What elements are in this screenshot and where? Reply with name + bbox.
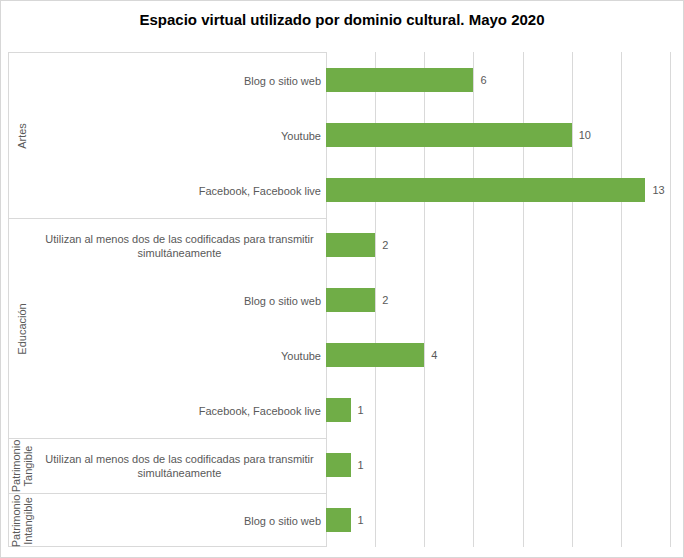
data-label: 2 (382, 233, 388, 257)
category-labels: Blog o sitio webYoutubeFacebook, Faceboo… (35, 53, 326, 218)
category-label: Utilizan al menos dos de las codificadas… (35, 219, 326, 274)
group-row: PatrimonioTangibleUtilizan al menos dos … (9, 438, 326, 493)
group-row: Educación Utilizan al menos dos de las co… (9, 218, 326, 438)
category-label: Blog o sitio web (35, 53, 326, 108)
category-label: Youtube (35, 108, 326, 163)
category-axis: ArtesBlog o sitio webYoutubeFacebook, Fa… (8, 52, 326, 547)
plot-area: 6 10 13 2 2 4 1 1 1 (326, 52, 678, 547)
category-labels: Blog o sitio web (35, 494, 326, 548)
category-label: Blog o sitio web (35, 494, 326, 548)
category-label: Utilizan al menos dos de las codificadas… (35, 439, 326, 493)
group-label-cell: Artes (9, 53, 35, 218)
group-row: Artes Blog o sitio webYoutubeFacebook, Fa… (9, 53, 326, 218)
group-label-cell: Educación (9, 219, 35, 438)
bar (326, 343, 424, 367)
category-label: Youtube (35, 329, 326, 384)
data-label: 6 (480, 68, 486, 92)
group-label: PatrimonioIntangible (10, 495, 34, 548)
gridline (670, 52, 671, 547)
data-label: 1 (358, 508, 364, 532)
gridline (621, 52, 622, 547)
bar (326, 123, 572, 147)
chart-title: Espacio virtual utilizado por dominio cu… (1, 11, 683, 28)
data-label: 4 (431, 343, 437, 367)
bar (326, 68, 473, 92)
data-label: 2 (382, 288, 388, 312)
bar (326, 233, 375, 257)
data-label: 13 (652, 178, 664, 202)
bar (326, 508, 351, 532)
bar (326, 398, 351, 422)
category-labels: Utilizan al menos dos de las codificadas… (35, 439, 326, 493)
bar (326, 178, 645, 202)
gridline (572, 52, 573, 547)
group-row: PatrimonioIntangibleBlog o sitio web (9, 493, 326, 548)
group-label-cell: PatrimonioIntangible (9, 494, 35, 548)
data-label: 1 (358, 453, 364, 477)
group-label: Artes (16, 123, 28, 149)
category-label: Blog o sitio web (35, 274, 326, 329)
chart-container: Espacio virtual utilizado por dominio cu… (0, 0, 684, 558)
data-label: 10 (579, 123, 591, 147)
bar (326, 453, 351, 477)
category-label: Facebook, Facebook live (35, 163, 326, 218)
group-label: PatrimonioTangible (10, 440, 34, 493)
group-label: Educación (16, 303, 28, 354)
category-labels: Utilizan al menos dos de las codificadas… (35, 219, 326, 438)
bar (326, 288, 375, 312)
group-label-cell: PatrimonioTangible (9, 439, 35, 493)
data-label: 1 (358, 398, 364, 422)
category-label: Facebook, Facebook live (35, 383, 326, 438)
